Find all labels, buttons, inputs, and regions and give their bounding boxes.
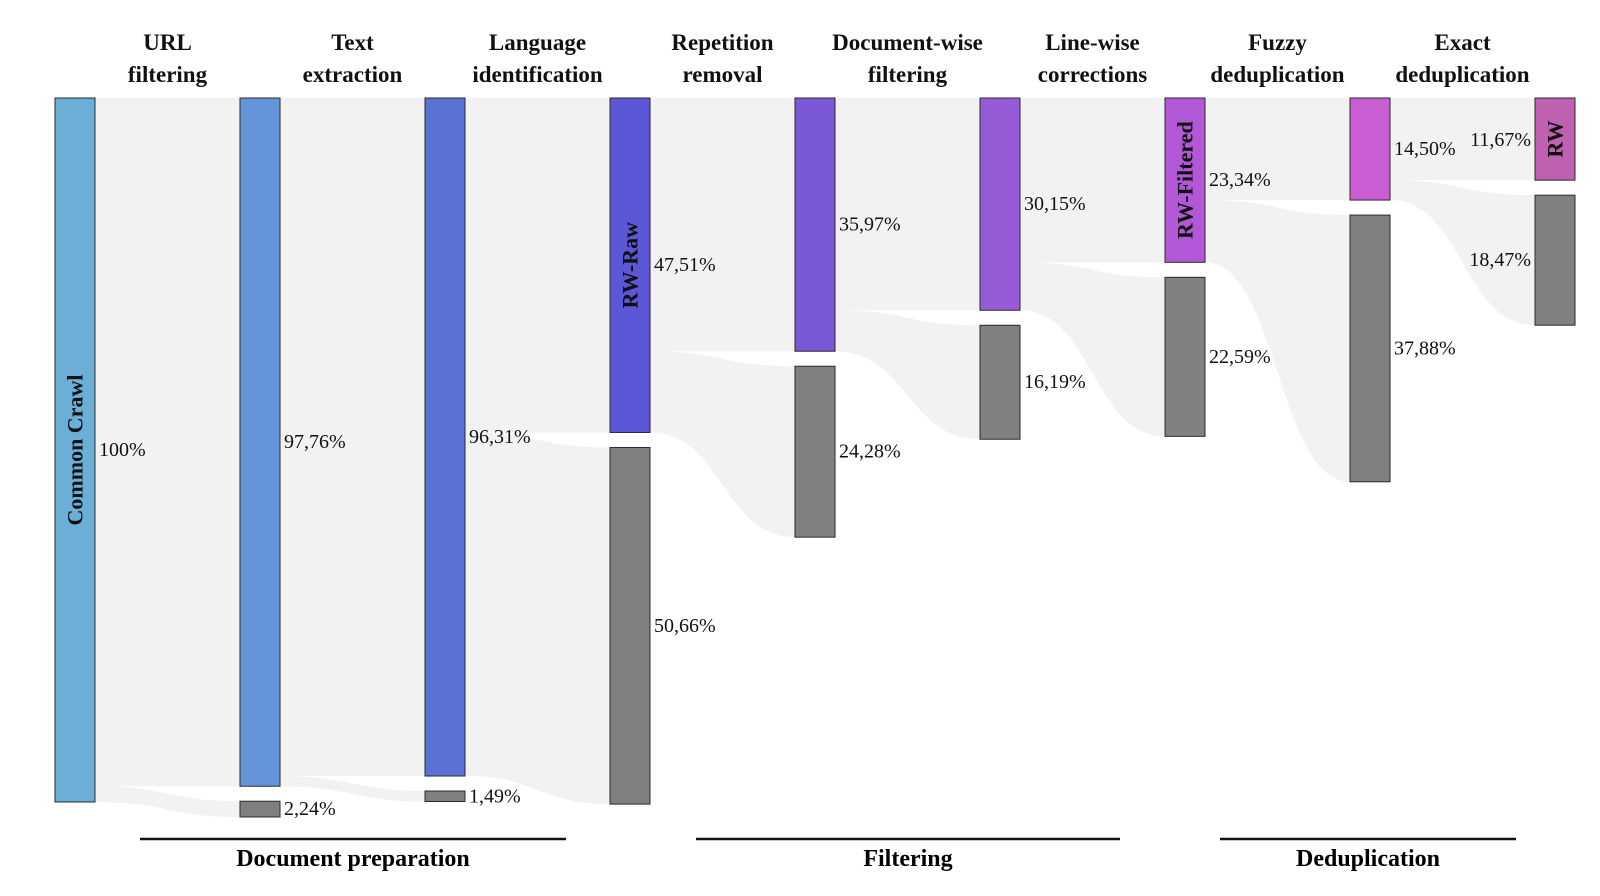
node-name-3: RW-Raw xyxy=(618,222,643,309)
removed-node-4 xyxy=(979,324,1021,440)
stage-header-line2-5: corrections xyxy=(1038,62,1147,87)
flow-kept-1 xyxy=(280,98,425,777)
removed-percent-5: 22,59% xyxy=(1209,346,1271,368)
removed-percent-3: 24,28% xyxy=(839,441,901,463)
removed-percent-4: 16,19% xyxy=(1024,371,1086,393)
stage-header-line1-6: Fuzzy xyxy=(1248,30,1307,55)
kept-node-0 xyxy=(54,97,96,803)
stage-header-line1-2: Language xyxy=(489,30,586,55)
kept-percent-4: 35,97% xyxy=(839,214,901,236)
kept-node-8 xyxy=(1534,97,1576,181)
stage-header-line1-3: Repetition xyxy=(671,30,773,55)
flow-removed-7 xyxy=(1390,180,1535,326)
stage-header-line2-4: filtering xyxy=(868,62,948,87)
removed-node-0 xyxy=(239,800,281,818)
removed-percent-1: 1,49% xyxy=(469,785,521,807)
flow-removed-4 xyxy=(835,310,980,440)
stage-header-line2-1: extraction xyxy=(303,62,403,87)
removed-node-5 xyxy=(1164,276,1206,437)
kept-node-3 xyxy=(609,97,651,433)
stage-header-line1-5: Line-wise xyxy=(1045,30,1140,55)
stage-header-line2-0: filtering xyxy=(128,62,208,87)
kept-node-1 xyxy=(239,97,281,787)
removed-percent-7: 18,47% xyxy=(1469,249,1531,271)
flow-kept-2 xyxy=(465,98,610,433)
kept-percent-0: 100% xyxy=(99,439,146,461)
group-label-document-preparation: Document preparation xyxy=(236,846,470,872)
node-name-6: RW-Filtered xyxy=(1173,121,1198,239)
stage-header-line1-1: Text xyxy=(331,30,374,55)
kept-percent-3: 47,51% xyxy=(654,254,716,276)
stage-header-line2-3: removal xyxy=(682,62,762,87)
flow-kept-4 xyxy=(835,98,980,311)
removed-node-3 xyxy=(794,365,836,538)
stage-header-line1-7: Exact xyxy=(1434,30,1491,55)
kept-node-2 xyxy=(424,97,466,777)
stage-headers: URL filtering Text extraction Language identi… xyxy=(128,30,1530,87)
removed-percent-2: 50,66% xyxy=(654,615,716,637)
kept-percent-6: 23,34% xyxy=(1209,169,1271,191)
kept-percent-2: 96,31% xyxy=(469,426,531,448)
flow-removed-6 xyxy=(1205,200,1350,482)
labels-layer: Common Crawl 100% 97,76% 96,31% RW-Raw 47,51%… xyxy=(63,121,1568,821)
removed-percent-0: 2,24% xyxy=(284,798,336,820)
flow-kept-0 xyxy=(95,98,240,787)
kept-node-4 xyxy=(794,97,836,352)
removed-node-7 xyxy=(1534,194,1576,326)
removed-node-1 xyxy=(424,790,466,803)
kept-percent-5: 30,15% xyxy=(1024,193,1086,215)
flow-removed-5 xyxy=(1020,262,1165,437)
node-name-8: RW xyxy=(1543,121,1568,158)
flow-kept-7 xyxy=(1390,98,1535,181)
kept-percent-1: 97,76% xyxy=(284,431,346,453)
stage-header-line1-4: Document-wise xyxy=(832,30,983,55)
kept-percent-8: 11,67% xyxy=(1470,129,1531,151)
flow-kept-5 xyxy=(1020,98,1165,263)
group-label-deduplication: Deduplication xyxy=(1296,846,1440,872)
flow-removed-3 xyxy=(650,351,795,538)
flow-removed-0 xyxy=(95,786,240,817)
nodes-layer xyxy=(54,97,1576,818)
kept-node-6 xyxy=(1164,97,1206,263)
node-name-0: Common Crawl xyxy=(63,375,88,526)
stage-header-line2-6: deduplication xyxy=(1210,62,1344,87)
stage-header-line1-0: URL xyxy=(143,30,192,55)
stage-header-line2-7: deduplication xyxy=(1395,62,1529,87)
kept-node-5 xyxy=(979,97,1021,311)
removed-percent-6: 37,88% xyxy=(1394,337,1456,359)
stage-header-line2-2: identification xyxy=(472,62,603,87)
flow-kept-3 xyxy=(650,98,795,352)
flow-removed-1 xyxy=(280,776,425,802)
kept-node-7 xyxy=(1349,97,1391,201)
flow-removed-2 xyxy=(465,432,610,805)
kept-percent-7: 14,50% xyxy=(1394,138,1456,160)
removed-node-6 xyxy=(1349,214,1391,483)
flow-kept-6 xyxy=(1205,98,1350,201)
flows-layer xyxy=(95,98,1535,817)
removed-node-2 xyxy=(609,446,651,805)
group-label-filtering: Filtering xyxy=(863,846,952,872)
group-brackets: Document preparation Filtering Deduplica… xyxy=(140,837,1516,872)
